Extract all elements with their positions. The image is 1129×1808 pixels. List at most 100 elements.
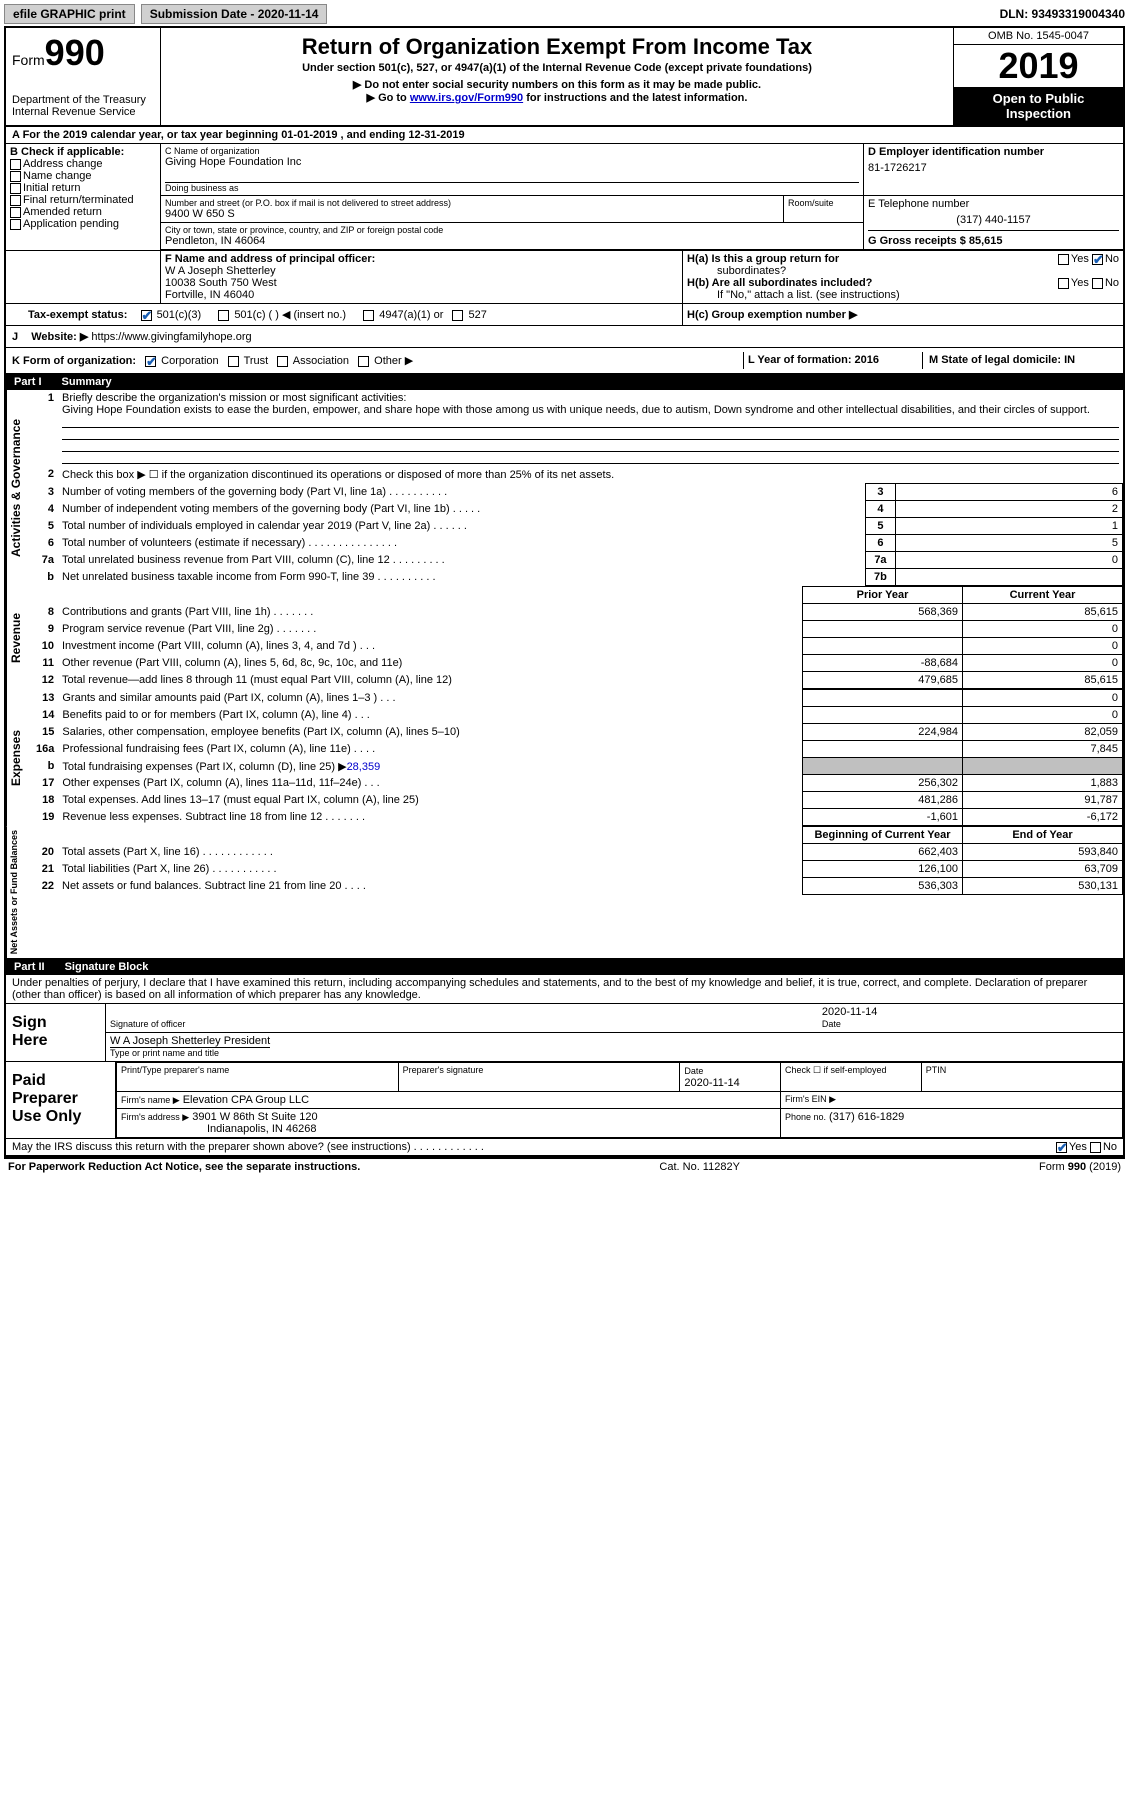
ein-value: 81-1726217: [868, 162, 1119, 174]
submission-date: Submission Date - 2020-11-14: [141, 4, 328, 24]
addr-value: 9400 W 650 S: [165, 208, 779, 220]
entity-block: B Check if applicable: Address change Na…: [6, 144, 1123, 251]
room-label: Room/suite: [788, 198, 859, 208]
q1-text: Giving Hope Foundation exists to ease th…: [62, 404, 1090, 416]
dba-label: Doing business as: [165, 183, 859, 193]
q12: Total revenue—add lines 8 through 11 (mu…: [58, 672, 803, 689]
year-formation: L Year of formation: 2016: [743, 352, 923, 369]
phone-label: E Telephone number: [868, 198, 1119, 210]
print-name-label: Print/Type preparer's name: [117, 1063, 399, 1092]
dln: DLN: 93493319004340: [1000, 7, 1125, 21]
side-expenses: Expenses: [6, 689, 32, 826]
form-header: Form990 Department of the Treasury Inter…: [6, 28, 1123, 127]
sig-officer-label: Signature of officer: [110, 1019, 185, 1029]
ptin-label: PTIN: [921, 1063, 1122, 1092]
officer-name-title: W A Joseph Shetterley President: [110, 1035, 270, 1048]
cb-other[interactable]: [358, 356, 369, 367]
cb-initial-return[interactable]: [10, 183, 21, 194]
paid-preparer-label: Paid Preparer Use Only: [6, 1062, 116, 1138]
city-label: City or town, state or province, country…: [165, 225, 859, 235]
gross-receipts: G Gross receipts $ 85,615: [868, 235, 1119, 247]
firm-phone: (317) 616-1829: [829, 1111, 904, 1123]
cb-501c[interactable]: [218, 310, 229, 321]
city-value: Pendleton, IN 46064: [165, 235, 859, 247]
cb-527[interactable]: [452, 310, 463, 321]
check-self: Check ☐ if self-employed: [780, 1063, 921, 1092]
form-label: Form: [12, 52, 45, 68]
ein-label: D Employer identification number: [868, 146, 1119, 158]
v5: 1: [895, 518, 1122, 535]
omb-number: OMB No. 1545-0047: [954, 28, 1123, 45]
perjury-text: Under penalties of perjury, I declare th…: [6, 975, 1123, 1004]
paid-preparer-block: Paid Preparer Use Only Print/Type prepar…: [6, 1062, 1123, 1139]
line-a: A For the 2019 calendar year, or tax yea…: [6, 127, 1123, 144]
cb-address-change[interactable]: [10, 159, 21, 170]
officer-addr2: Fortville, IN 46040: [165, 289, 678, 301]
q18: Total expenses. Add lines 13–17 (must eq…: [58, 792, 802, 809]
side-net: Net Assets or Fund Balances: [6, 826, 32, 958]
firm-ein-label: Firm's EIN ▶: [780, 1092, 1122, 1109]
q15: Salaries, other compensation, employee b…: [58, 724, 802, 741]
tax-exempt-label: Tax-exempt status:: [28, 309, 127, 321]
summary-block: Activities & Governance 1 Briefly descri…: [6, 390, 1123, 586]
type-name-label: Type or print name and title: [110, 1048, 219, 1058]
q16b: Total fundraising expenses (Part IX, col…: [58, 758, 802, 775]
cb-final-return[interactable]: [10, 195, 21, 206]
cb-corp[interactable]: [145, 356, 156, 367]
q10: Investment income (Part VIII, column (A)…: [58, 638, 803, 655]
side-revenue: Revenue: [6, 586, 32, 689]
form-ref: Form 990 (2019): [1039, 1161, 1121, 1173]
sign-here-label: Sign Here: [6, 1004, 86, 1061]
prior-year-head: Prior Year: [803, 587, 963, 604]
cb-assoc[interactable]: [277, 356, 288, 367]
firm-name: Elevation CPA Group LLC: [183, 1094, 309, 1106]
q17: Other expenses (Part IX, column (A), lin…: [58, 775, 802, 792]
efile-button[interactable]: efile GRAPHIC print: [4, 4, 135, 24]
form-org-label: K Form of organization:: [12, 355, 136, 367]
v4: 2: [895, 501, 1122, 518]
firm-addr2: Indianapolis, IN 46268: [207, 1123, 316, 1135]
q6: Total number of volunteers (estimate if …: [58, 535, 865, 552]
cb-discuss-yes[interactable]: [1056, 1142, 1067, 1153]
form-number: 990: [45, 32, 105, 73]
cb-501c3[interactable]: [141, 310, 152, 321]
cb-discuss-no[interactable]: [1090, 1142, 1101, 1153]
cb-amended[interactable]: [10, 207, 21, 218]
topbar: efile GRAPHIC print Submission Date - 20…: [4, 4, 1125, 24]
org-name-label: C Name of organization: [165, 146, 859, 156]
q11: Other revenue (Part VIII, column (A), li…: [58, 655, 803, 672]
expenses-block: Expenses 13Grants and similar amounts pa…: [6, 689, 1123, 826]
phone-value: (317) 440-1157: [868, 214, 1119, 226]
v7a: 0: [895, 552, 1122, 569]
q3: Number of voting members of the governin…: [58, 484, 865, 501]
cb-4947[interactable]: [363, 310, 374, 321]
irs-link[interactable]: www.irs.gov/Form990: [410, 92, 523, 104]
q20: Total assets (Part X, line 16) . . . . .…: [58, 844, 803, 861]
cb-ha-yes[interactable]: [1058, 254, 1069, 265]
q21: Total liabilities (Part X, line 26) . . …: [58, 861, 803, 878]
officer-addr1: 10038 South 750 West: [165, 277, 678, 289]
cb-hb-no[interactable]: [1092, 278, 1103, 289]
cb-hb-yes[interactable]: [1058, 278, 1069, 289]
cb-ha-no[interactable]: [1092, 254, 1103, 265]
cb-name-change[interactable]: [10, 171, 21, 182]
q7a: Total unrelated business revenue from Pa…: [58, 552, 865, 569]
cb-application-pending[interactable]: [10, 219, 21, 230]
cb-trust[interactable]: [228, 356, 239, 367]
tax-year: 2019: [954, 45, 1123, 87]
officer-name: W A Joseph Shetterley: [165, 265, 678, 277]
form-title: Return of Organization Exempt From Incom…: [169, 34, 945, 60]
org-name: Giving Hope Foundation Inc: [165, 156, 859, 168]
q14: Benefits paid to or for members (Part IX…: [58, 707, 802, 724]
discuss-text: May the IRS discuss this return with the…: [12, 1141, 1056, 1153]
prep-sig-label: Preparer's signature: [398, 1063, 680, 1092]
net-assets-block: Net Assets or Fund Balances Beginning of…: [6, 826, 1123, 959]
q8: Contributions and grants (Part VIII, lin…: [58, 604, 803, 621]
revenue-block: Revenue Prior YearCurrent Year 8Contribu…: [6, 586, 1123, 689]
prep-date: 2020-11-14: [684, 1077, 739, 1089]
hc-label: H(c) Group exemption number ▶: [683, 304, 1123, 325]
website-label: Website: ▶: [31, 331, 88, 343]
cat-no: Cat. No. 11282Y: [659, 1161, 740, 1173]
box-b-title: B Check if applicable:: [10, 146, 156, 158]
klm-row: K Form of organization: Corporation Trus…: [6, 348, 1123, 374]
